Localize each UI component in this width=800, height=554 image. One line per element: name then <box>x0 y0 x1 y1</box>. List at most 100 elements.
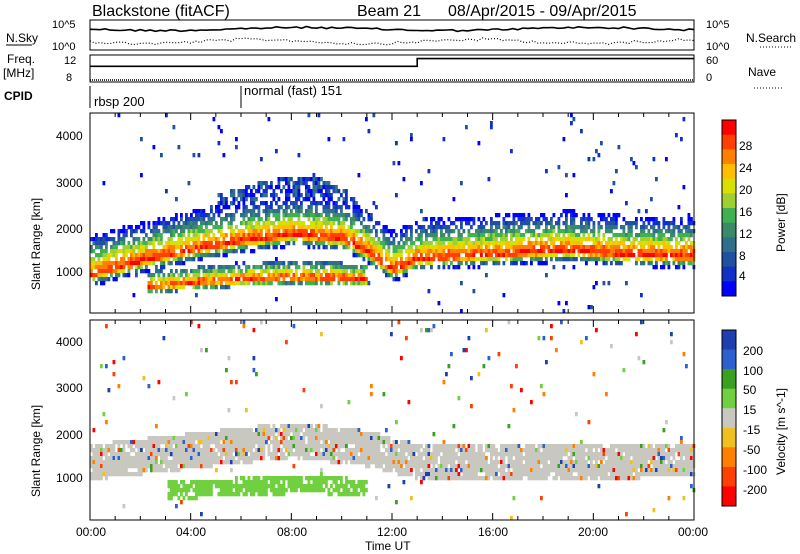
heatmap-cell <box>410 137 413 142</box>
heatmap-cell <box>140 229 143 234</box>
heatmap-cell <box>165 245 168 250</box>
heatmap-cell <box>422 476 426 481</box>
heatmap-cell <box>292 273 296 278</box>
heatmap-cell <box>175 285 178 290</box>
heatmap-cell <box>330 237 333 242</box>
heatmap-cell <box>297 448 301 453</box>
heatmap-cell <box>417 444 421 449</box>
heatmap-cell <box>210 285 213 290</box>
heatmap-cell <box>292 277 296 282</box>
heatmap-cell <box>485 444 488 449</box>
heatmap-cell <box>225 480 228 485</box>
heatmap-cell <box>472 253 476 258</box>
heatmap-cell <box>402 480 406 485</box>
heatmap-cell <box>180 440 183 445</box>
heatmap-cell <box>202 269 206 274</box>
heatmap-cell <box>657 229 661 234</box>
heatmap-cell <box>237 269 241 274</box>
heatmap-cell <box>507 456 511 461</box>
heatmap-cell <box>445 460 448 465</box>
heatmap-cell <box>350 273 353 278</box>
heatmap-cell <box>505 253 508 258</box>
heatmap-cell <box>360 221 363 226</box>
heatmap-cell <box>470 245 473 250</box>
heatmap-cell <box>532 233 536 238</box>
heatmap-cell <box>290 209 293 214</box>
heatmap-cell <box>335 217 338 222</box>
heatmap-cell <box>530 456 533 461</box>
heatmap-cell <box>425 217 428 222</box>
heatmap-cell <box>157 269 161 274</box>
heatmap-cell <box>355 488 358 493</box>
heatmap-cell <box>617 253 621 258</box>
heatmap-cell <box>427 261 431 266</box>
heatmap-cell <box>197 480 201 485</box>
heatmap-cell <box>515 237 518 242</box>
heatmap-cell <box>322 229 326 234</box>
heatmap-cell <box>542 253 546 258</box>
heatmap-cell <box>112 464 116 469</box>
heatmap-cell <box>562 221 566 226</box>
heatmap-cell <box>460 181 463 186</box>
heatmap-cell <box>430 249 433 254</box>
heatmap-cell <box>230 448 233 453</box>
heatmap-cell <box>347 273 351 278</box>
heatmap-cell <box>140 456 143 461</box>
heatmap-cell <box>357 436 361 441</box>
heatmap-cell <box>640 293 643 298</box>
heatmap-cell <box>310 177 313 182</box>
heatmap-cell <box>420 460 423 465</box>
heatmap-cell <box>140 265 143 270</box>
heatmap-cell <box>177 225 181 230</box>
heatmap-cell <box>410 241 413 246</box>
heatmap-cell <box>510 472 513 477</box>
heatmap-cell <box>237 189 241 194</box>
heatmap-cell <box>575 468 578 473</box>
heatmap-cell <box>197 241 201 246</box>
heatmap-cell <box>302 233 306 238</box>
heatmap-cell <box>180 460 183 465</box>
heatmap-cell <box>420 472 423 477</box>
heatmap-cell <box>242 281 246 286</box>
heatmap-cell <box>427 444 431 449</box>
heatmap-cell <box>167 241 171 246</box>
heatmap-cell <box>530 460 533 465</box>
heatmap-cell <box>510 516 513 521</box>
heatmap-cell <box>287 229 291 234</box>
heatmap-cell <box>185 225 188 230</box>
heatmap-cell <box>512 241 516 246</box>
heatmap-cell <box>377 464 381 469</box>
heatmap-cell <box>687 225 691 230</box>
heatmap-cell <box>140 460 143 465</box>
heatmap-cell <box>315 205 318 210</box>
heatmap-cell <box>257 265 261 270</box>
heatmap-cell <box>217 484 221 489</box>
heatmap-cell <box>165 229 168 234</box>
heatmap-cell <box>165 221 168 226</box>
heatmap-cell <box>327 261 331 266</box>
heatmap-cell <box>432 468 436 473</box>
nave-tick-high: 60 <box>706 55 718 67</box>
heatmap-cell <box>472 249 476 254</box>
heatmap-cell <box>225 368 228 373</box>
heatmap-cell <box>442 468 446 473</box>
heatmap-cell <box>392 161 396 166</box>
heatmap-cell <box>690 233 693 238</box>
heatmap-cell <box>330 261 333 266</box>
heatmap-cell <box>457 464 461 469</box>
heatmap-cell <box>252 480 256 485</box>
heatmap-cell <box>280 452 283 457</box>
heatmap-cell <box>340 233 343 238</box>
heatmap-cell <box>525 464 528 469</box>
heatmap-cell <box>580 257 583 262</box>
heatmap-cell <box>412 452 416 457</box>
heatmap-cell <box>97 253 101 258</box>
heatmap-cell <box>232 432 236 437</box>
heatmap-cell <box>242 476 246 481</box>
heatmap-cell <box>237 444 241 449</box>
heatmap-cell <box>172 492 176 497</box>
heatmap-cell <box>192 253 196 258</box>
heatmap-cell <box>317 269 321 274</box>
heatmap-cell <box>152 464 156 469</box>
heatmap-cell <box>422 257 426 262</box>
